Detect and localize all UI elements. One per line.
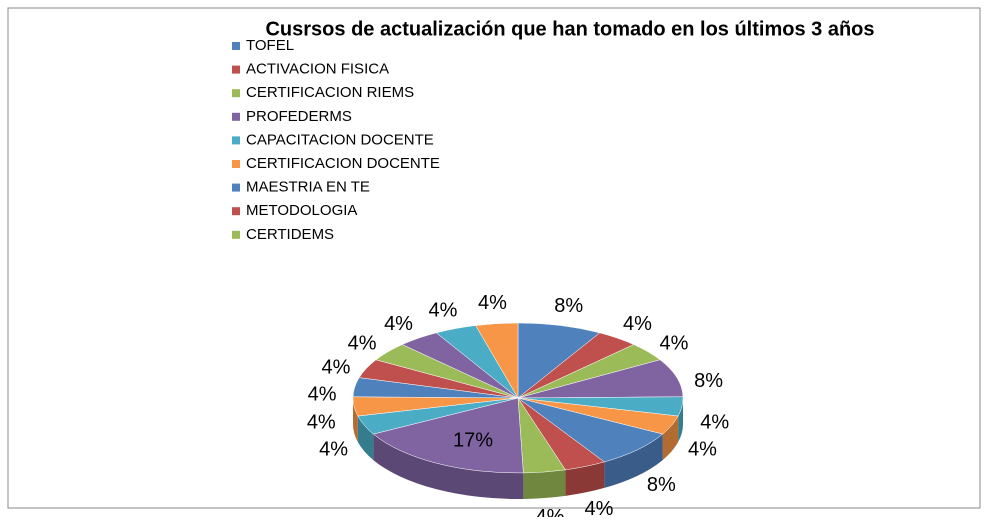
data-label: 4% bbox=[307, 411, 336, 433]
legend-label: CERTIFICACION DOCENTE bbox=[246, 155, 440, 172]
slice-side bbox=[604, 434, 663, 488]
data-label: 4% bbox=[319, 439, 348, 461]
legend-label: METODOLOGIA bbox=[246, 202, 357, 219]
slice-side bbox=[523, 469, 566, 499]
legend-swatch bbox=[232, 42, 240, 50]
data-label: 4% bbox=[384, 313, 413, 335]
slice-side-shade bbox=[373, 434, 524, 500]
data-label: 4% bbox=[322, 357, 351, 379]
slice-side bbox=[678, 398, 683, 443]
data-label: 8% bbox=[694, 370, 723, 392]
legend-swatch bbox=[232, 112, 240, 121]
data-label: 4% bbox=[659, 333, 688, 355]
legend-label: CAPACITACION DOCENTE bbox=[246, 131, 434, 148]
legend-swatch bbox=[232, 89, 240, 98]
slice-side-shade bbox=[662, 416, 679, 461]
slice-side bbox=[662, 416, 679, 461]
data-label: 17% bbox=[453, 429, 493, 451]
data-label: 4% bbox=[535, 506, 564, 517]
legend-swatch bbox=[232, 65, 240, 74]
legend-swatch bbox=[232, 183, 240, 192]
legend-swatch bbox=[232, 207, 240, 216]
legend-label: CERTIFICACION RIEMS bbox=[246, 84, 414, 101]
data-label: 4% bbox=[688, 439, 717, 461]
slice-side bbox=[353, 398, 358, 443]
legend-label: MAESTRIA EN TE bbox=[246, 179, 370, 196]
data-label: 4% bbox=[700, 411, 729, 433]
slice-side-shade bbox=[604, 434, 663, 488]
slice bbox=[475, 322, 519, 399]
legend-swatch bbox=[232, 230, 240, 239]
slice bbox=[372, 397, 524, 474]
legend-label: CERTIDEMS bbox=[246, 226, 334, 243]
slice-side bbox=[565, 461, 605, 496]
legend-label: ACTIVACION FISICA bbox=[246, 61, 389, 78]
data-label: 4% bbox=[429, 299, 458, 321]
chart-title: Cusrsos de actualización que han tomado … bbox=[265, 18, 874, 40]
data-label: 4% bbox=[478, 292, 507, 314]
legend-label: TOFEL bbox=[246, 37, 294, 54]
data-label: 4% bbox=[623, 313, 652, 335]
slice-side-shade bbox=[353, 398, 358, 443]
data-label: 4% bbox=[584, 498, 613, 517]
legend-swatch bbox=[232, 136, 240, 145]
slice-side bbox=[373, 434, 524, 500]
legend-label: PROFEDERMS bbox=[246, 108, 352, 125]
data-label: 8% bbox=[647, 474, 676, 496]
legend-swatch bbox=[232, 160, 240, 168]
data-label: 4% bbox=[348, 333, 377, 355]
data-label: 4% bbox=[308, 384, 337, 406]
slice-side-shade bbox=[678, 398, 683, 443]
slice-side-shade bbox=[565, 461, 605, 496]
slice-side-shade bbox=[357, 416, 374, 461]
slice-side bbox=[357, 416, 374, 461]
slice-side-shade bbox=[523, 469, 566, 499]
data-label: 8% bbox=[554, 295, 583, 317]
